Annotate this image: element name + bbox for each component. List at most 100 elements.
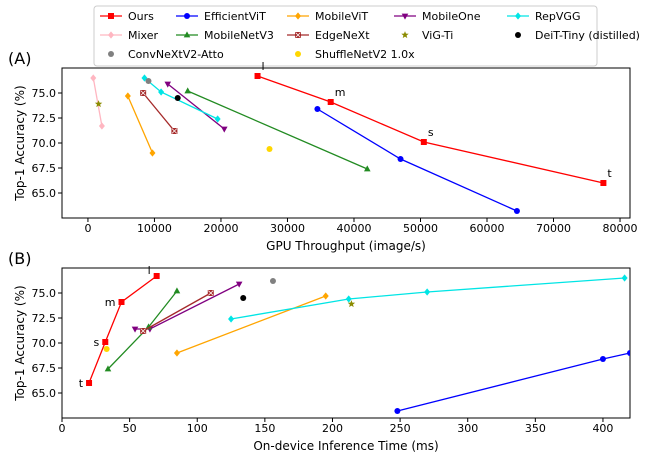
data-point-ours: [420, 139, 427, 145]
data-point-mobilevit: [149, 149, 156, 157]
data-point-shufflenetv2-1-0x: [103, 346, 110, 352]
data-point-repvgg: [424, 288, 431, 296]
data-point-mobilenetv3: [145, 323, 152, 330]
y-tick-label: 72.5: [32, 312, 57, 325]
plot-area: [90, 73, 607, 214]
series-efficientvit: [314, 106, 520, 214]
data-point-mobilenetv3: [363, 165, 371, 172]
legend-entry-efficientvit: EfficientViT: [176, 10, 266, 23]
series-line-ours: [257, 75, 604, 184]
data-point-vig-ti: [347, 300, 356, 308]
legend-label-repvgg: RepVGG: [535, 10, 580, 23]
series-mixer: [90, 74, 105, 130]
legend-marker-deit-tiny-distilled: [515, 32, 521, 38]
data-point-ours: [254, 73, 261, 79]
x-tick-label: 80000: [603, 222, 638, 235]
x-tick-label: 200: [322, 422, 343, 435]
series-vig-ti: [347, 300, 356, 308]
panel-label: (B): [8, 249, 31, 268]
series-shufflenetv2-1-0x: [266, 146, 273, 152]
point-label-ours: l: [148, 264, 151, 277]
data-point-efficientvit: [599, 356, 606, 362]
data-point-mixer: [90, 74, 97, 82]
series-line-repvgg: [144, 77, 218, 120]
x-tick-label: 0: [59, 422, 66, 435]
point-label-ours: t: [607, 167, 612, 180]
x-tick-label: 40000: [336, 222, 371, 235]
data-point-edgenext-cross: [140, 90, 146, 96]
x-tick-label: 100: [187, 422, 208, 435]
y-tick-label: 67.5: [32, 162, 57, 175]
legend-marker-mobilevit: [295, 12, 301, 20]
legend: Ours EfficientViT MobileViT MobileOne RepVGG…: [93, 5, 640, 67]
series-deit-tiny-distilled: [240, 295, 247, 301]
series-line-mobileone: [167, 83, 225, 130]
data-point-ours: [327, 99, 334, 105]
series-shufflenetv2-1-0x: [103, 346, 110, 352]
y-axis-label: Top-1 Accuracy (%): [13, 285, 27, 401]
legend-marker-mobilenetv3: [183, 31, 191, 38]
x-tick-label: 20000: [203, 222, 238, 235]
x-axis-label: On-device Inference Time (ms): [253, 439, 438, 453]
legend-entry-ours: Ours: [100, 10, 154, 23]
legend-label-mixer: Mixer: [128, 29, 158, 42]
legend-label-edgenext: EdgeNeXt: [315, 29, 370, 42]
panel-b: (B) 0 50 100 150 200 250 300 350 400 65.0 67.5 70.0 7…: [8, 249, 631, 453]
x-tick-label: 60000: [470, 222, 505, 235]
point-label-ours: s: [428, 126, 434, 139]
series-convnextv2-atto: [269, 278, 276, 284]
data-point-ours: [118, 299, 125, 305]
x-tick-label: 30000: [270, 222, 305, 235]
legend-marker-vig-ti: [401, 31, 409, 39]
series-efficientvit: [394, 350, 630, 414]
series-line-mobilevit: [127, 95, 154, 154]
data-point-ours: [86, 380, 93, 386]
data-point-repvgg: [141, 74, 148, 82]
y-tick-label: 65.0: [32, 387, 57, 400]
data-point-edgenext: [140, 328, 147, 334]
data-point-repvgg: [345, 295, 352, 303]
point-label-ours: s: [94, 336, 100, 349]
legend-entry-convnextv2-atto: ConvNeXtV2-Atto: [108, 48, 224, 61]
data-point-ours: [102, 339, 109, 345]
series-convnextv2-atto: [145, 78, 152, 84]
series-mobilenetv3: [184, 87, 371, 172]
data-point-edgenext: [171, 128, 178, 134]
data-point-repvgg: [158, 88, 165, 96]
series-line-mixer: [92, 77, 103, 127]
legend-label-ours: Ours: [128, 10, 154, 23]
series-line-repvgg: [230, 277, 625, 320]
data-point-mobilevit: [173, 349, 180, 357]
data-point-mobilenetv3: [173, 287, 181, 294]
data-point-edgenext-cross: [208, 290, 214, 296]
legend-marker-repvgg: [515, 12, 521, 20]
legend-entry-mobilenetv3: MobileNetV3: [176, 29, 274, 42]
series-edgenext: [140, 90, 178, 134]
panel-a: (A) 0 10000 20000 30000 40000 50000 60000 70000 8…: [8, 49, 638, 253]
legend-label-shufflenetv2-1-0x: ShuffleNetV2 1.0x: [315, 48, 415, 61]
legend-entry-mixer: Mixer: [100, 29, 158, 42]
x-tick-label: 10000: [137, 222, 172, 235]
y-tick-label: 72.5: [32, 112, 57, 125]
series-repvgg: [141, 74, 221, 123]
data-point-mobileone: [220, 126, 228, 133]
y-tick-label: 65.0: [32, 187, 57, 200]
y-tick-label: 67.5: [32, 362, 57, 375]
legend-marker-convnextv2-atto: [108, 51, 114, 57]
data-point-convnextv2-atto: [269, 278, 276, 284]
data-point-ours: [153, 273, 160, 279]
legend-label-vig-ti: ViG-Ti: [422, 29, 453, 42]
y-tick-label: 75.0: [32, 87, 57, 100]
y-tick-label: 75.0: [32, 287, 57, 300]
legend-entry-vig-ti: ViG-Ti: [401, 29, 453, 42]
data-point-vig-ti: [94, 100, 103, 108]
data-point-mobilevit: [322, 292, 329, 300]
panel-label: (A): [8, 49, 31, 68]
series-mobilevit: [124, 92, 156, 157]
x-tick-label: 150: [254, 422, 275, 435]
data-point-edgenext-cross: [171, 128, 178, 134]
y-tick-label: 70.0: [32, 337, 57, 350]
data-point-repvgg: [621, 274, 628, 282]
